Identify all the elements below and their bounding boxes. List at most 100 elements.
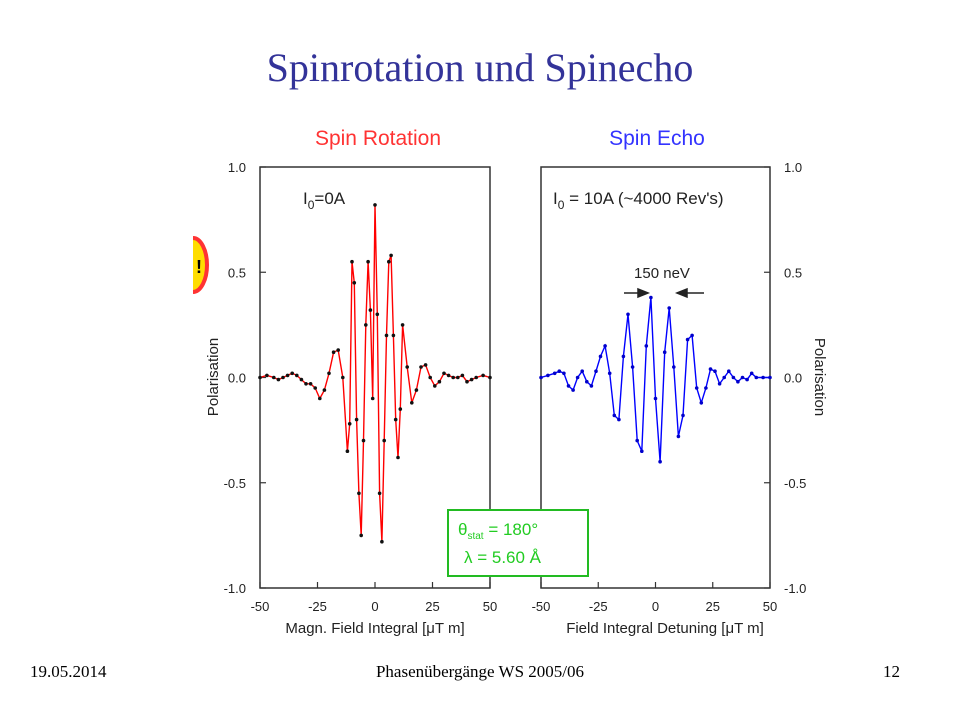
data-point [396,455,400,460]
data-point [384,333,389,338]
data-point [640,449,644,454]
data-point [313,386,318,390]
data-point [621,354,626,359]
data-point [377,491,382,496]
data-point [649,295,653,300]
data-point [594,369,598,374]
data-point [761,375,765,380]
data-point [658,459,662,464]
data-point [364,323,368,327]
data-point [387,259,391,264]
data-point [626,312,630,317]
data-point [391,333,396,338]
data-point [366,259,370,264]
data-point [359,533,364,538]
data-point [331,350,336,355]
data-point [708,367,713,371]
footer-page-number: 12 [883,662,900,681]
x-axis-label: Field Integral Detuning [μT m] [566,620,764,637]
data-point [546,373,550,378]
echo-width-label: 150 neV [634,265,690,282]
chart-spin-echo: Spin Echo I0 = 10A (~4000 Rev's) 150 neV… [532,127,828,637]
data-point [299,377,304,382]
y-tick-label: 0.5 [784,265,802,280]
data-point [694,386,699,390]
y-tick-label: 1.0 [228,160,246,175]
data-point [713,369,717,374]
data-point [672,365,676,369]
echo-width-arrows [624,287,704,299]
data-point [327,371,331,376]
data-point [456,375,460,380]
x-axis-label: Magn. Field Integral [μT m] [285,620,464,637]
data-point [382,438,387,443]
data-point [304,382,308,386]
x-tick-label: 50 [763,599,777,614]
data-point [681,413,685,418]
data-point [361,438,366,443]
data-point [598,354,603,359]
data-point [276,377,281,382]
data-point [375,312,380,317]
data-point [423,363,428,367]
data-point [745,377,749,382]
warning-icon: ! [193,236,209,294]
data-point [265,373,269,378]
chart-spin-rotation: Spin Rotation I0=0A -1.0 -0.5 0.0 0.5 1.0 -5… [205,127,497,637]
x-tick-label: 0 [371,599,378,614]
y-tick-label: -1.0 [784,581,806,596]
data-point [699,401,704,405]
warning-icon-label: ! [196,257,202,277]
data-point [617,417,621,422]
data-point [630,365,635,369]
series-line [259,204,491,542]
data-point [635,438,639,443]
footer-date: 19.05.2014 [30,662,107,681]
parameter-lambda: λ = 5.60 Å [464,548,542,567]
data-point [428,375,433,380]
data-point [607,371,612,376]
data-point [727,369,731,374]
data-point [571,388,575,392]
data-point [488,375,492,380]
x-tick-label: 50 [483,599,497,614]
data-point [612,413,617,418]
x-tick-label: -50 [532,599,551,614]
data-point [350,259,354,264]
data-point [566,384,571,388]
data-point [405,365,410,369]
x-tick-label: 25 [706,599,720,614]
data-point [676,434,681,439]
data-point [539,375,543,380]
x-tick-label: 0 [652,599,659,614]
data-point [308,382,313,386]
data-point [400,323,405,327]
data-point [552,371,557,376]
y-tick-label: 0.0 [784,371,802,386]
data-point [740,375,745,380]
data-point [442,371,446,376]
chart-title: Spin Rotation [315,127,441,150]
data-point [410,401,414,405]
data-point [341,375,345,380]
data-point [580,369,584,374]
data-point [433,384,437,388]
data-point [281,375,285,380]
x-tick-label: -25 [589,599,608,614]
current-annotation: I0 = 10A (~4000 Rev's) [553,189,724,212]
data-point [368,308,373,312]
data-point [469,377,474,382]
data-point [295,373,299,378]
data-point [653,396,658,401]
data-point [258,375,262,380]
data-point [290,371,295,376]
data-point [345,449,350,454]
data-point [419,365,423,369]
data-point [768,375,772,380]
data-point [354,417,359,422]
data-point [370,396,375,401]
data-point [731,375,736,380]
parameter-theta: θstat = 180° [458,520,538,542]
y-axis-label: Polarisation [811,338,828,416]
